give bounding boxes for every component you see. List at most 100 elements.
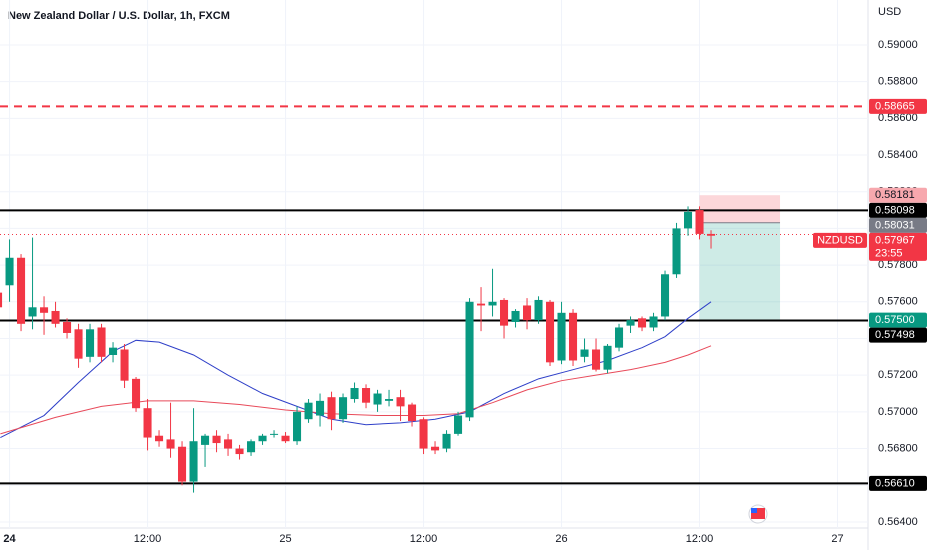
candle-body: [500, 299, 509, 326]
candle-body: [396, 397, 405, 407]
price-tag-label: 0.58098: [875, 204, 915, 216]
candle-body: [51, 310, 60, 324]
candle-body: [212, 435, 221, 444]
symbol-tag: [813, 232, 867, 248]
y-tick-label: 0.59000: [878, 39, 918, 51]
candle-body: [74, 329, 83, 359]
price-tag-label: 0.58181: [875, 189, 915, 201]
price-tag: [869, 312, 927, 328]
candle-body: [281, 435, 290, 442]
candle-body: [63, 321, 72, 333]
candle-body: [5, 257, 14, 286]
candle-body: [155, 435, 164, 442]
candle-body: [603, 345, 612, 370]
candle-body: [488, 301, 497, 306]
candle-body: [557, 312, 566, 361]
candle-body: [109, 347, 118, 355]
candle-body: [293, 411, 302, 442]
candle-body: [569, 312, 578, 361]
price-tag: [869, 475, 927, 491]
event-icon-flag: [751, 508, 765, 519]
countdown: 23:55: [875, 247, 903, 259]
candle-body: [132, 378, 141, 409]
candle-body: [592, 349, 601, 370]
chart-title: New Zealand Dollar / U.S. Dollar, 1h, FX…: [8, 10, 230, 22]
price-tag: [869, 232, 927, 261]
candle-body: [695, 210, 704, 234]
candle-body: [626, 320, 635, 326]
candle-body: [408, 404, 417, 422]
y-tick-label: 0.58600: [878, 112, 918, 124]
candle-body: [523, 305, 532, 321]
y-tick-label: 0.56400: [878, 516, 918, 528]
candle-body: [304, 402, 313, 420]
candle-body: [178, 446, 187, 482]
candle-body: [672, 228, 681, 275]
candle-body: [224, 439, 233, 449]
candle-body: [28, 307, 37, 317]
price-tag-label: 0.57967: [875, 234, 915, 246]
candle-body: [97, 327, 106, 357]
price-tag: [869, 202, 927, 218]
target-zone: [699, 222, 781, 321]
candle-body: [373, 393, 382, 405]
moving-average: [0, 301, 712, 439]
candle-body: [684, 211, 693, 229]
candle-body: [40, 307, 49, 313]
candle-body: [339, 397, 348, 420]
y-tick-label: 0.57000: [878, 406, 918, 418]
candle-body: [258, 435, 267, 442]
currency-label: USD: [878, 6, 901, 18]
price-tag-label: 0.58031: [875, 219, 915, 231]
candle-body: [534, 299, 543, 321]
price-tag: [869, 327, 927, 343]
y-tick-label: 0.58800: [878, 76, 918, 88]
candle-body: [419, 419, 428, 449]
candle-body: [143, 408, 152, 438]
candle-body: [546, 301, 555, 363]
candle-body: [511, 310, 520, 322]
candle-body: [431, 446, 440, 451]
x-tick-label: 27: [831, 533, 843, 545]
candle-body: [327, 397, 336, 420]
y-tick-label: 0.58400: [878, 149, 918, 161]
y-tick-label: 0.56800: [878, 442, 918, 454]
y-tick-label: 0.57200: [878, 369, 918, 381]
stop-zone: [699, 195, 781, 223]
candle-body: [442, 433, 451, 449]
candle-body: [0, 292, 3, 308]
x-tick-label: 12:00: [686, 533, 714, 545]
candle-body: [615, 327, 624, 348]
candle-body: [477, 303, 486, 306]
x-tick-label: 12:00: [410, 533, 438, 545]
price-tag-label: 0.57498: [875, 329, 915, 341]
candle-body: [316, 400, 325, 416]
candle-body: [385, 399, 394, 401]
candle-body: [166, 439, 175, 449]
price-tag-label: 0.58665: [875, 100, 915, 112]
candle-body: [270, 433, 279, 435]
candle-body: [465, 301, 474, 418]
price-tag: [869, 217, 927, 233]
candle-body: [454, 415, 463, 434]
price-tag: [869, 187, 927, 203]
candle-body: [235, 448, 244, 455]
candle-body: [189, 441, 198, 482]
x-tick-label: 12:00: [134, 533, 162, 545]
candle-body: [707, 233, 716, 236]
x-tick-label: 24: [3, 533, 16, 545]
candle-body: [362, 388, 371, 403]
price-tag: [869, 98, 927, 114]
symbol-label: NZDUSD: [817, 234, 863, 246]
candle-body: [247, 441, 256, 453]
candle-body: [649, 316, 658, 328]
x-tick-label: 25: [279, 533, 291, 545]
candle-body: [86, 329, 95, 357]
price-tag-label: 0.56610: [875, 477, 915, 489]
candle-body: [201, 435, 210, 445]
price-tag-label: 0.57500: [875, 314, 915, 326]
candle-body: [350, 388, 359, 400]
x-tick-label: 26: [555, 533, 567, 545]
